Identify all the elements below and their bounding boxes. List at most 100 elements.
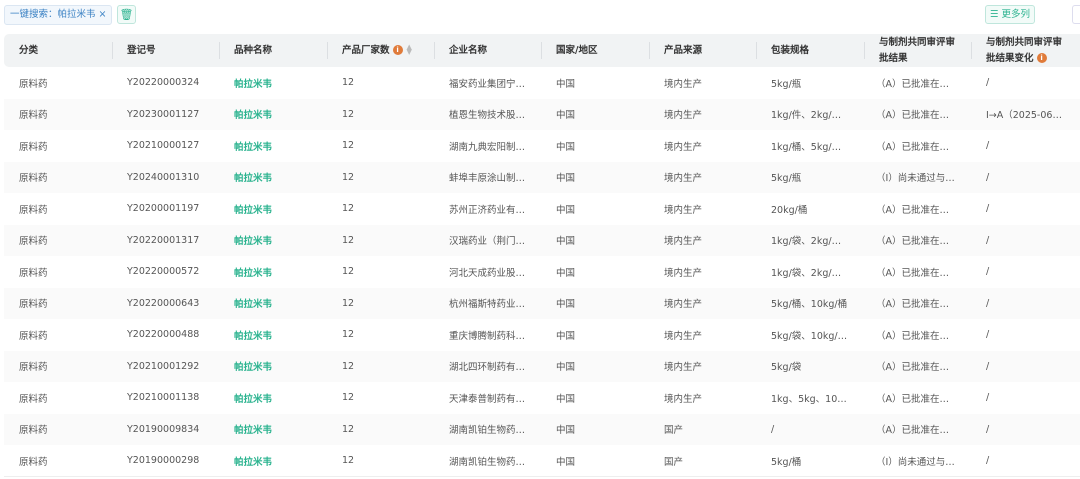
cell-variety-name[interactable]: 帕拉米韦 — [219, 161, 327, 193]
cell-company-name: 汉瑞药业（荆门）… — [434, 224, 541, 256]
cell-registration-no: Y20220000572 — [127, 266, 200, 278]
table-row[interactable]: 原料药 Y20190000298 帕拉米韦 12 湖南凯铂生物药业… 中国 国产 5kg/桶（… — [4, 445, 1080, 477]
cell-country-region: 中国 — [541, 224, 649, 256]
cell-variety-name[interactable]: 帕拉米韦 — [234, 78, 273, 90]
table-row[interactable]: 原料药 Y20220001317 帕拉米韦 12 汉瑞药业（荆门）… 中国 境内生产 1kg/… — [4, 224, 1080, 256]
cell-country-region: 中国 — [556, 78, 576, 90]
cell-packaging: 5kg/桶、10kg/桶 — [756, 287, 864, 319]
column-header-label: 品种名称 — [234, 44, 273, 56]
cell-product-source: 境内生产 — [664, 267, 703, 279]
cell-registration-no: Y20240001310 — [112, 161, 219, 193]
cell-review-result-change: / — [971, 287, 1080, 319]
cell-country-region: 中国 — [556, 204, 576, 216]
search-chip[interactable]: 一键搜索：帕拉米韦 × — [4, 5, 113, 25]
cell-registration-no: Y20220000324 — [127, 77, 200, 89]
cell-category: 原料药 — [4, 445, 112, 477]
cell-review-result: （A）已批准在上… — [876, 204, 959, 216]
cell-variety-name[interactable]: 帕拉米韦 — [234, 141, 273, 153]
cell-company-name: 植恩生物技术股份… — [434, 98, 541, 130]
cell-packaging: 5kg/瓶 — [771, 78, 802, 90]
table-row[interactable]: 原料药 Y20240001310 帕拉米韦 12 蚌埠丰原涂山制药… 中国 境内生产 5kg/… — [4, 161, 1080, 193]
cell-product-source: 国产 — [649, 413, 756, 445]
cell-variety-name[interactable]: 帕拉米韦 — [219, 350, 327, 382]
more-columns-button[interactable]: ☰ 更多列 — [984, 5, 1035, 24]
cell-review-result: （I）尚未通过与… — [864, 161, 971, 193]
table-row[interactable]: 原料药 Y20220000643 帕拉米韦 12 杭州福斯特药业有… 中国 境内生产 5kg/… — [4, 287, 1080, 319]
cell-review-result: （A）已批准在上… — [876, 330, 959, 342]
cell-category: 原料药 — [19, 204, 48, 216]
table-row[interactable]: 原料药 Y20210000127 帕拉米韦 12 湖南九典宏阳制药… 中国 境内生产 1kg/… — [4, 130, 1080, 162]
cell-company-name: 杭州福斯特药业有… — [434, 287, 541, 319]
cell-variety-name[interactable]: 帕拉米韦 — [234, 330, 273, 342]
cell-manufacturer-count: 12 — [342, 77, 355, 89]
cell-manufacturer-count: 12 — [327, 445, 434, 477]
table-row[interactable]: 原料药 Y20230001127 帕拉米韦 12 植恩生物技术股份… 中国 境内生产 1kg/… — [4, 98, 1080, 130]
cell-company-name: 福安药业集团宁波… — [449, 78, 535, 90]
cell-country-region: 中国 — [541, 287, 649, 319]
cell-product-source: 境内生产 — [649, 224, 756, 256]
cell-product-source: 境内生产 — [649, 287, 756, 319]
table-row[interactable]: 原料药 Y20200001197 帕拉米韦 12 苏州正济药业有限… 中国 境内生产 20kg… — [4, 193, 1080, 225]
cell-company-name: 蚌埠丰原涂山制药… — [434, 161, 541, 193]
column-header-label: 登记号 — [127, 44, 156, 56]
trash-icon: 🗑 — [119, 8, 134, 21]
table-row[interactable]: 原料药 Y20210001138 帕拉米韦 12 天津泰普制药有限… 中国 境内生产 1kg、… — [4, 382, 1080, 414]
cell-review-result-change: I→A（2025-06-10） — [971, 98, 1080, 130]
cell-category: 原料药 — [4, 224, 112, 256]
cell-variety-name[interactable]: 帕拉米韦 — [219, 445, 327, 477]
cell-registration-no: Y20220000488 — [127, 329, 200, 341]
cell-manufacturer-count: 12 — [342, 203, 355, 215]
cell-category: 原料药 — [19, 267, 48, 279]
cell-review-result-change: / — [986, 140, 990, 152]
cell-variety-name[interactable]: 帕拉米韦 — [219, 413, 327, 445]
info-icon[interactable]: i — [392, 45, 403, 55]
cell-manufacturer-count: 12 — [342, 329, 355, 341]
table-row[interactable]: 原料药 Y20220000488 帕拉米韦 12 重庆博腾制药科技… 中国 境内生产 5kg/… — [4, 319, 1080, 351]
clear-button[interactable]: 🗑 — [117, 5, 136, 24]
table-row[interactable]: 原料药 Y20220000572 帕拉米韦 12 河北天成药业股份… 中国 境内生产 1kg/… — [4, 256, 1080, 288]
cell-company-name: 湖南凯铂生物药业… — [434, 413, 541, 445]
table-row[interactable]: 原料药 Y20220000324 帕拉米韦 12 福安药业集团宁波… 中国 境内生产 5kg/… — [4, 67, 1080, 99]
cell-review-result: （I）尚未通过与… — [864, 445, 971, 477]
cell-review-result: （A）已批准在上… — [876, 267, 959, 279]
cell-packaging: 1kg/袋、2kg/袋… — [756, 224, 864, 256]
cell-registration-no: Y20210001292 — [112, 350, 219, 382]
cell-packaging: 5kg/袋 — [756, 350, 864, 382]
column-header-manufacturer-count[interactable]: 产品厂家数 i ▲ ▼ — [327, 34, 434, 67]
cell-variety-name[interactable]: 帕拉米韦 — [219, 287, 327, 319]
cell-review-result: （A）已批准在上… — [876, 78, 959, 90]
column-header-country-region: 国家/地区 — [541, 34, 649, 67]
cell-variety-name[interactable]: 帕拉米韦 — [234, 267, 273, 279]
cell-registration-no: Y20220001317 — [112, 224, 219, 256]
toolbar: 一键搜索：帕拉米韦 × 🗑 ☰ 更多列 — [4, 5, 1080, 25]
close-icon[interactable]: × — [98, 9, 107, 20]
cell-variety-name[interactable]: 帕拉米韦 — [219, 98, 327, 130]
cell-manufacturer-count: 12 — [342, 392, 355, 404]
column-header-category: 分类 — [4, 34, 112, 67]
cell-variety-name[interactable]: 帕拉米韦 — [219, 224, 327, 256]
cell-company-name: 湖北四环制药有限… — [434, 350, 541, 382]
cell-category: 原料药 — [19, 78, 48, 90]
cell-category: 原料药 — [4, 287, 112, 319]
table-row[interactable]: 原料药 Y20210001292 帕拉米韦 12 湖北四环制药有限… 中国 境内生产 5kg/… — [4, 350, 1080, 382]
cell-category: 原料药 — [4, 98, 112, 130]
cell-packaging: 5kg/瓶 — [756, 161, 864, 193]
info-icon[interactable]: i — [1036, 53, 1047, 63]
cell-review-result: （A）已批准在上… — [876, 393, 959, 405]
cell-review-result-change: / — [971, 224, 1080, 256]
toolbar-button-partial[interactable] — [1072, 5, 1080, 24]
cell-review-result: （A）已批准在上… — [864, 224, 971, 256]
column-header-registration-no: 登记号 — [112, 34, 219, 67]
cell-category: 原料药 — [4, 413, 112, 445]
sort-icon[interactable]: ▲ ▼ — [406, 43, 412, 56]
cell-country-region: 中国 — [556, 141, 576, 153]
column-header-company-name: 企业名称 — [434, 34, 541, 67]
cell-review-result-change: / — [986, 77, 990, 89]
cell-variety-name[interactable]: 帕拉米韦 — [234, 204, 273, 216]
cell-category: 原料药 — [4, 350, 112, 382]
cell-variety-name[interactable]: 帕拉米韦 — [234, 393, 273, 405]
cell-review-result-change: / — [986, 203, 990, 215]
table-row[interactable]: 原料药 Y20190009834 帕拉米韦 12 湖南凯铂生物药业… 中国 国产 / （A）已批… — [4, 413, 1080, 445]
cell-country-region: 中国 — [556, 267, 576, 279]
cell-registration-no: Y20220000643 — [112, 287, 219, 319]
